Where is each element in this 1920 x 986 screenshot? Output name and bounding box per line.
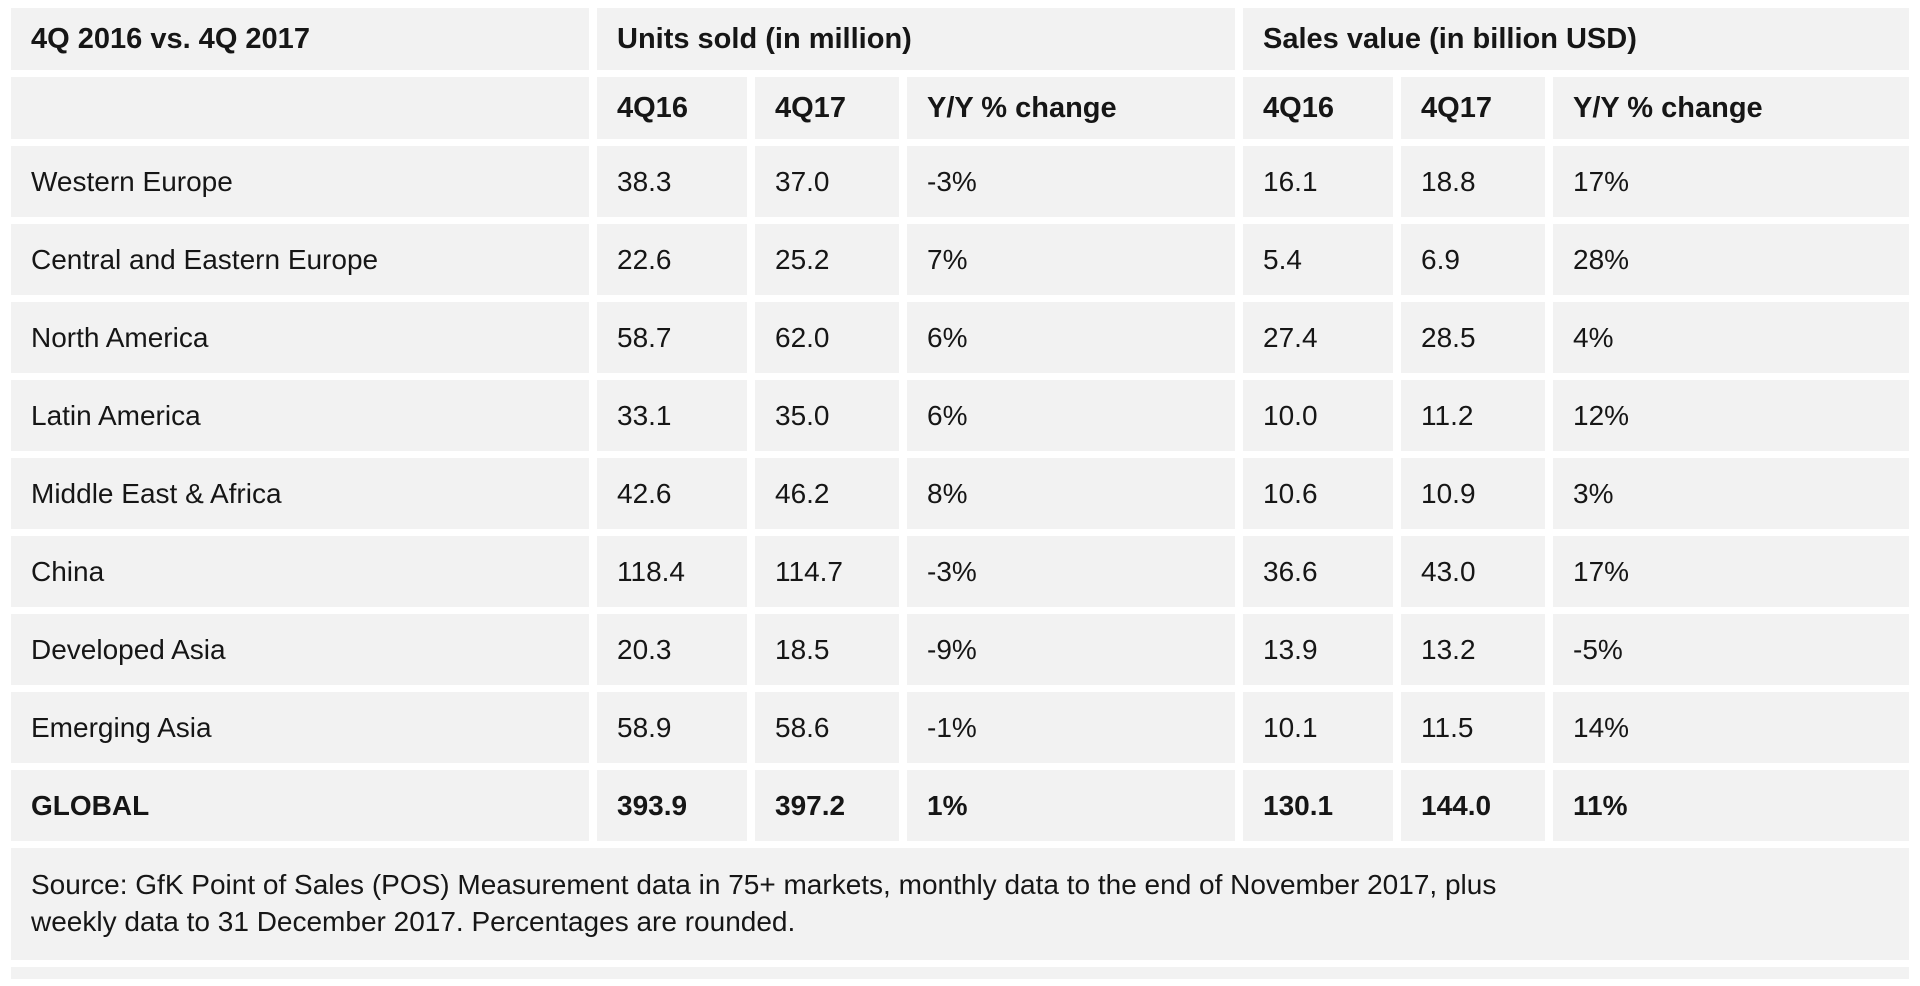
sales-4q16-cell: 36.6 [1243, 536, 1394, 607]
units-4q16-cell: 42.6 [597, 458, 747, 529]
source-note: Source: GfK Point of Sales (POS) Measure… [31, 869, 1497, 937]
units-yoy-cell: -3% [907, 536, 1236, 607]
units-yoy-cell: 7% [907, 224, 1236, 295]
sales-value-group-header: Sales value (in billion USD) [1243, 8, 1909, 70]
units-yoy-cell: 6% [907, 302, 1236, 373]
clipped-bottom-cell [11, 967, 1909, 979]
units-4q16-cell: 118.4 [597, 536, 747, 607]
units-4q16-cell: 58.9 [597, 692, 747, 763]
table-row-latin-america: Latin America 33.1 35.0 6% 10.0 11.2 12% [11, 380, 1909, 451]
table-title: 4Q 2016 vs. 4Q 2017 [11, 8, 589, 70]
sales-4q16-cell: 10.1 [1243, 692, 1394, 763]
clipped-bottom-row [11, 967, 1909, 979]
units-4q17-header: 4Q17 [755, 77, 899, 139]
sales-4q16-cell: 5.4 [1243, 224, 1394, 295]
source-cell: Source: GfK Point of Sales (POS) Measure… [11, 848, 1909, 960]
sales-yoy-cell: 17% [1553, 146, 1909, 217]
sales-4q17-cell: 11.5 [1401, 692, 1546, 763]
sales-4q17-cell: 43.0 [1401, 536, 1546, 607]
units-4q16-cell: 38.3 [597, 146, 747, 217]
table-row-developed-asia: Developed Asia 20.3 18.5 -9% 13.9 13.2 -… [11, 614, 1909, 685]
table-row-central-eastern-europe: Central and Eastern Europe 22.6 25.2 7% … [11, 224, 1909, 295]
units-4q17-cell: 397.2 [755, 770, 899, 841]
region-cell: Emerging Asia [11, 692, 589, 763]
units-4q16-cell: 22.6 [597, 224, 747, 295]
units-yoy-header: Y/Y % change [907, 77, 1236, 139]
sales-4q17-cell: 28.5 [1401, 302, 1546, 373]
units-4q16-header: 4Q16 [597, 77, 747, 139]
sales-4q16-cell: 16.1 [1243, 146, 1394, 217]
table-row-china: China 118.4 114.7 -3% 36.6 43.0 17% [11, 536, 1909, 607]
units-4q16-cell: 20.3 [597, 614, 747, 685]
units-yoy-cell: -3% [907, 146, 1236, 217]
units-yoy-cell: 1% [907, 770, 1236, 841]
units-4q16-cell: 58.7 [597, 302, 747, 373]
sales-4q17-cell: 11.2 [1401, 380, 1546, 451]
units-yoy-cell: -1% [907, 692, 1236, 763]
units-4q17-cell: 35.0 [755, 380, 899, 451]
sales-4q17-cell: 6.9 [1401, 224, 1546, 295]
sales-yoy-cell: 12% [1553, 380, 1909, 451]
column-header-row: 4Q16 4Q17 Y/Y % change 4Q16 4Q17 Y/Y % c… [11, 77, 1909, 139]
sales-4q16-cell: 10.0 [1243, 380, 1394, 451]
sales-4q17-cell: 10.9 [1401, 458, 1546, 529]
table-row-emerging-asia: Emerging Asia 58.9 58.6 -1% 10.1 11.5 14… [11, 692, 1909, 763]
sales-4q17-cell: 13.2 [1401, 614, 1546, 685]
sales-yoy-header: Y/Y % change [1553, 77, 1909, 139]
region-cell: Western Europe [11, 146, 589, 217]
table-row-middle-east-africa: Middle East & Africa 42.6 46.2 8% 10.6 1… [11, 458, 1909, 529]
units-4q16-cell: 393.9 [597, 770, 747, 841]
sales-yoy-cell: 3% [1553, 458, 1909, 529]
sales-yoy-cell: 28% [1553, 224, 1909, 295]
sales-4q16-cell: 13.9 [1243, 614, 1394, 685]
sales-4q16-cell: 10.6 [1243, 458, 1394, 529]
table-row-western-europe: Western Europe 38.3 37.0 -3% 16.1 18.8 1… [11, 146, 1909, 217]
sales-yoy-cell: -5% [1553, 614, 1909, 685]
units-4q17-cell: 37.0 [755, 146, 899, 217]
region-cell: Developed Asia [11, 614, 589, 685]
units-4q17-cell: 62.0 [755, 302, 899, 373]
units-4q17-cell: 58.6 [755, 692, 899, 763]
region-cell: Middle East & Africa [11, 458, 589, 529]
region-cell: North America [11, 302, 589, 373]
region-cell: Central and Eastern Europe [11, 224, 589, 295]
region-cell: GLOBAL [11, 770, 589, 841]
units-4q17-cell: 114.7 [755, 536, 899, 607]
units-yoy-cell: -9% [907, 614, 1236, 685]
sales-yoy-cell: 14% [1553, 692, 1909, 763]
empty-header-cell [11, 77, 589, 139]
comparison-table: 4Q 2016 vs. 4Q 2017 Units sold (in milli… [3, 1, 1917, 986]
units-4q17-cell: 25.2 [755, 224, 899, 295]
region-cell: China [11, 536, 589, 607]
sales-yoy-cell: 11% [1553, 770, 1909, 841]
region-cell: Latin America [11, 380, 589, 451]
units-4q17-cell: 46.2 [755, 458, 899, 529]
sales-4q16-cell: 130.1 [1243, 770, 1394, 841]
units-4q16-cell: 33.1 [597, 380, 747, 451]
sales-yoy-cell: 4% [1553, 302, 1909, 373]
table-row-global: GLOBAL 393.9 397.2 1% 130.1 144.0 11% [11, 770, 1909, 841]
units-4q17-cell: 18.5 [755, 614, 899, 685]
sales-yoy-cell: 17% [1553, 536, 1909, 607]
source-row: Source: GfK Point of Sales (POS) Measure… [11, 848, 1909, 960]
table-row-north-america: North America 58.7 62.0 6% 27.4 28.5 4% [11, 302, 1909, 373]
sales-4q17-header: 4Q17 [1401, 77, 1546, 139]
units-sold-group-header: Units sold (in million) [597, 8, 1236, 70]
sales-4q16-header: 4Q16 [1243, 77, 1394, 139]
sales-4q17-cell: 18.8 [1401, 146, 1546, 217]
group-header-row: 4Q 2016 vs. 4Q 2017 Units sold (in milli… [11, 8, 1909, 70]
sales-4q16-cell: 27.4 [1243, 302, 1394, 373]
units-yoy-cell: 6% [907, 380, 1236, 451]
units-yoy-cell: 8% [907, 458, 1236, 529]
sales-4q17-cell: 144.0 [1401, 770, 1546, 841]
